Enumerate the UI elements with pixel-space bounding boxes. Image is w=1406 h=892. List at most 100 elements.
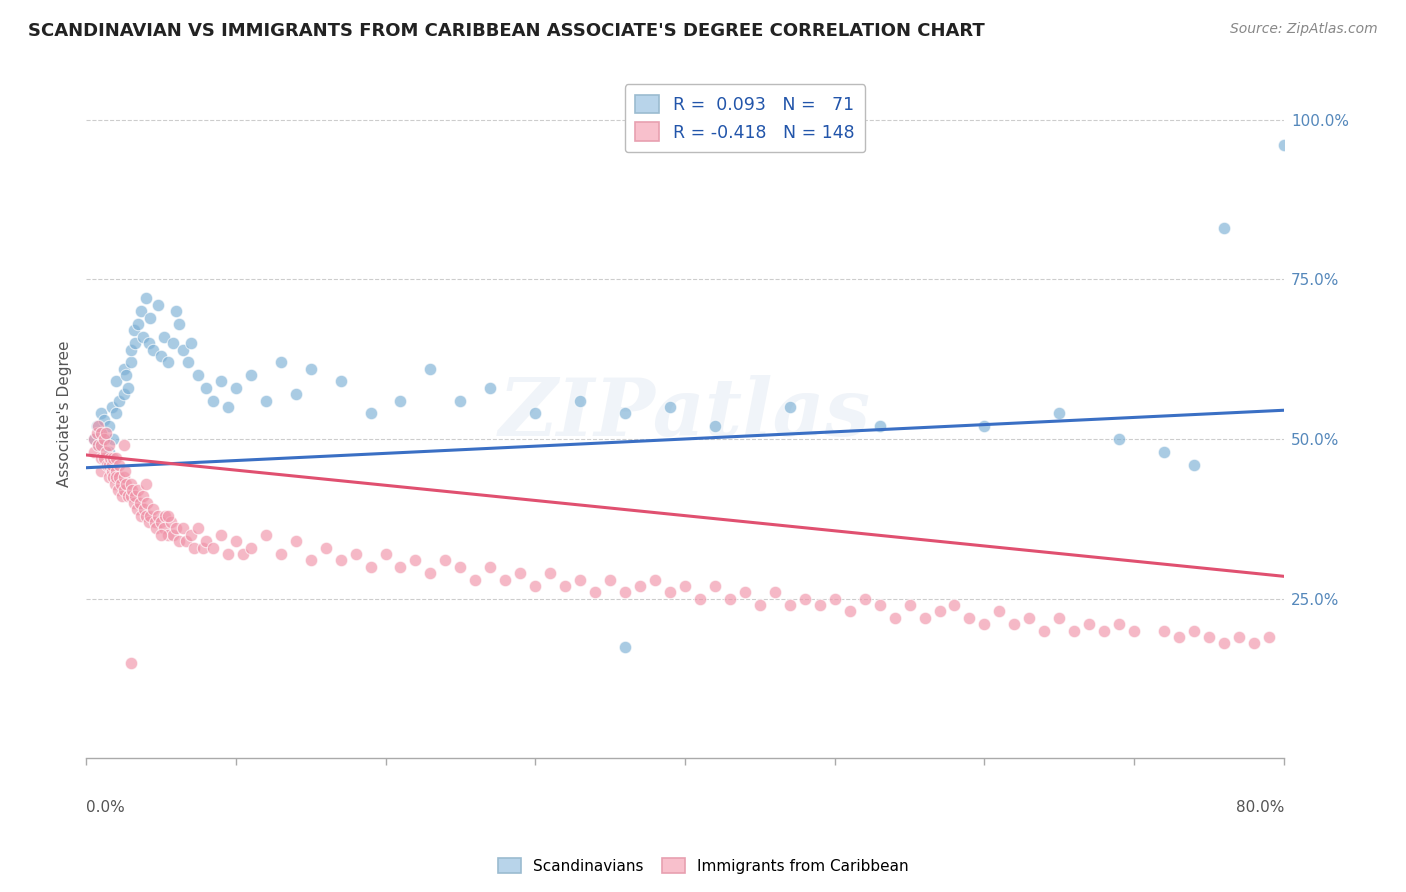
Point bbox=[217, 400, 239, 414]
Point bbox=[763, 585, 786, 599]
Point bbox=[1213, 221, 1236, 235]
Point bbox=[86, 419, 108, 434]
Point bbox=[524, 579, 547, 593]
Point bbox=[143, 515, 166, 529]
Point bbox=[853, 591, 876, 606]
Point bbox=[125, 502, 148, 516]
Point bbox=[202, 541, 225, 555]
Point bbox=[1243, 636, 1265, 650]
Point bbox=[97, 444, 120, 458]
Point bbox=[180, 528, 202, 542]
Point bbox=[1168, 630, 1191, 644]
Point bbox=[127, 317, 149, 331]
Point bbox=[928, 604, 950, 618]
Point bbox=[1213, 636, 1236, 650]
Point bbox=[157, 528, 180, 542]
Point bbox=[142, 343, 165, 357]
Point bbox=[1123, 624, 1146, 638]
Point bbox=[97, 438, 120, 452]
Point bbox=[112, 438, 135, 452]
Point bbox=[135, 292, 157, 306]
Point bbox=[703, 579, 725, 593]
Point bbox=[509, 566, 531, 581]
Point bbox=[120, 476, 142, 491]
Point bbox=[172, 343, 194, 357]
Point bbox=[136, 496, 159, 510]
Point bbox=[225, 534, 247, 549]
Text: 0.0%: 0.0% bbox=[86, 800, 125, 814]
Point bbox=[96, 458, 118, 472]
Point bbox=[146, 298, 169, 312]
Text: SCANDINAVIAN VS IMMIGRANTS FROM CARIBBEAN ASSOCIATE'S DEGREE CORRELATION CHART: SCANDINAVIAN VS IMMIGRANTS FROM CARIBBEA… bbox=[28, 22, 984, 40]
Point bbox=[114, 464, 136, 478]
Point bbox=[270, 355, 292, 369]
Point bbox=[165, 304, 187, 318]
Point bbox=[139, 508, 162, 523]
Point bbox=[614, 640, 637, 654]
Point bbox=[191, 541, 214, 555]
Point bbox=[194, 534, 217, 549]
Point bbox=[239, 541, 262, 555]
Text: Source: ZipAtlas.com: Source: ZipAtlas.com bbox=[1230, 22, 1378, 37]
Point bbox=[108, 458, 131, 472]
Point bbox=[494, 573, 516, 587]
Point bbox=[115, 368, 138, 383]
Point bbox=[1108, 617, 1130, 632]
Point bbox=[94, 425, 117, 440]
Point bbox=[180, 336, 202, 351]
Point bbox=[389, 393, 412, 408]
Point bbox=[90, 406, 112, 420]
Legend: Scandinavians, Immigrants from Caribbean: Scandinavians, Immigrants from Caribbean bbox=[492, 852, 914, 880]
Point bbox=[374, 547, 396, 561]
Point bbox=[83, 432, 105, 446]
Point bbox=[943, 598, 966, 612]
Point bbox=[135, 508, 157, 523]
Point bbox=[120, 490, 142, 504]
Point bbox=[87, 438, 110, 452]
Point bbox=[138, 515, 160, 529]
Y-axis label: Associate's Degree: Associate's Degree bbox=[58, 340, 72, 487]
Point bbox=[105, 464, 128, 478]
Point bbox=[1153, 444, 1175, 458]
Point bbox=[434, 553, 457, 567]
Point bbox=[165, 521, 187, 535]
Point bbox=[162, 528, 184, 542]
Point bbox=[132, 490, 155, 504]
Point bbox=[644, 573, 666, 587]
Point bbox=[87, 438, 110, 452]
Point bbox=[120, 343, 142, 357]
Point bbox=[112, 483, 135, 497]
Point bbox=[1153, 624, 1175, 638]
Point bbox=[232, 547, 254, 561]
Point bbox=[464, 573, 486, 587]
Point bbox=[1002, 617, 1025, 632]
Point bbox=[479, 559, 502, 574]
Point bbox=[959, 611, 981, 625]
Point bbox=[1063, 624, 1085, 638]
Point bbox=[103, 476, 125, 491]
Point bbox=[824, 591, 846, 606]
Point bbox=[100, 464, 122, 478]
Point bbox=[162, 336, 184, 351]
Point bbox=[554, 579, 576, 593]
Point bbox=[1047, 406, 1070, 420]
Point bbox=[538, 566, 561, 581]
Point bbox=[117, 490, 139, 504]
Point bbox=[209, 528, 232, 542]
Point bbox=[124, 336, 146, 351]
Point bbox=[1078, 617, 1101, 632]
Point bbox=[628, 579, 651, 593]
Point bbox=[419, 361, 441, 376]
Point bbox=[167, 317, 190, 331]
Point bbox=[360, 406, 382, 420]
Point bbox=[449, 559, 471, 574]
Point bbox=[132, 330, 155, 344]
Point bbox=[142, 502, 165, 516]
Point bbox=[988, 604, 1011, 618]
Point bbox=[973, 617, 995, 632]
Point bbox=[157, 355, 180, 369]
Point bbox=[101, 470, 124, 484]
Point bbox=[135, 476, 157, 491]
Point bbox=[153, 330, 176, 344]
Point bbox=[217, 547, 239, 561]
